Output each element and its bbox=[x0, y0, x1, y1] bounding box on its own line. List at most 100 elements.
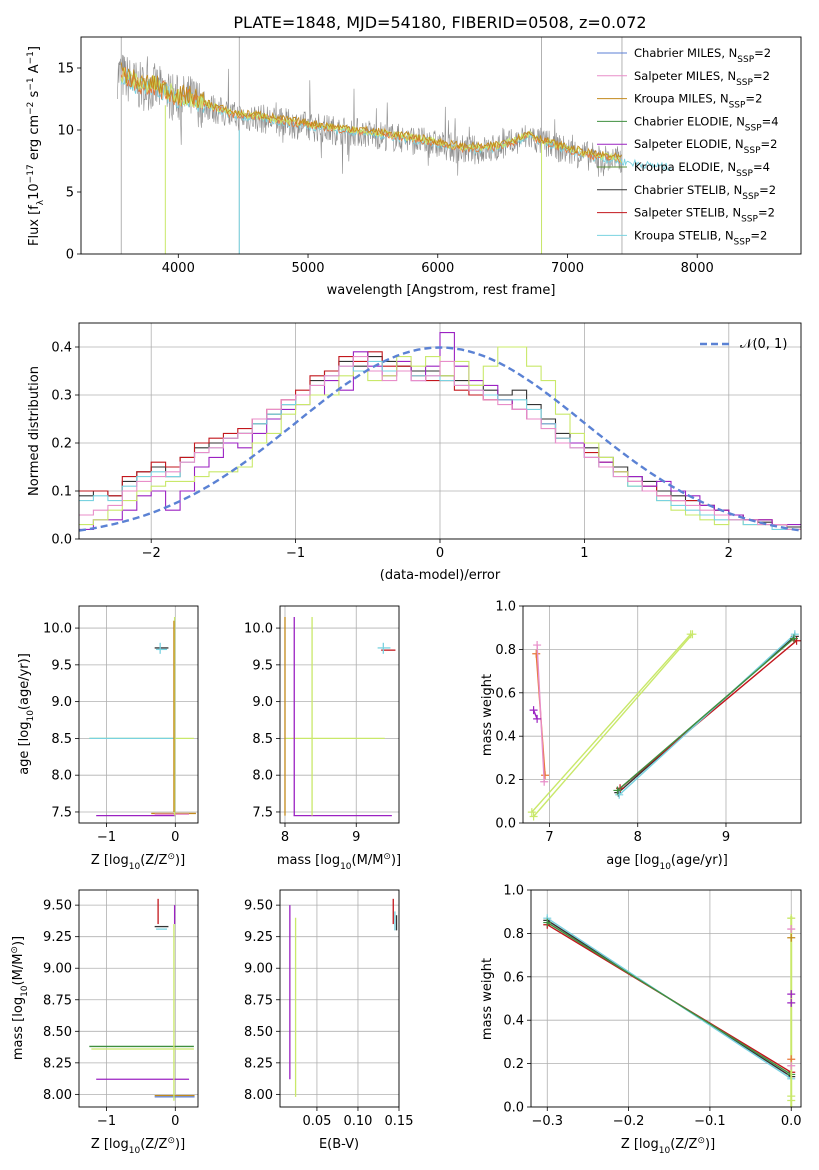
legend-label: Salpeter ELODIE, NSSP=2 bbox=[634, 137, 777, 156]
y-axis-label: mass weight bbox=[480, 958, 495, 1040]
spectrum-axes: 4000 5000 6000 7000 8000 0 5 10 15 bbox=[57, 36, 802, 276]
label-part: (Z/Z bbox=[140, 853, 167, 868]
data-point-marker bbox=[787, 914, 796, 923]
label-part: 10 bbox=[129, 862, 141, 872]
x-tick-label: 0 bbox=[171, 830, 179, 845]
y-tick-label: 9.00 bbox=[43, 962, 72, 977]
y-tick-label: 8.00 bbox=[43, 1088, 72, 1103]
x-axis-label: age [log10(age/yr)] bbox=[606, 853, 728, 872]
axes-frame bbox=[78, 605, 199, 824]
x-tick-label: 9 bbox=[352, 830, 360, 845]
label-part: (Z/Z bbox=[670, 1137, 697, 1152]
label-part: SSP bbox=[741, 215, 758, 225]
label-part: , bbox=[729, 114, 736, 128]
label-part: = bbox=[745, 92, 755, 106]
x-tick-label: 6000 bbox=[421, 261, 454, 276]
label-part: 10 bbox=[340, 862, 352, 872]
label-part: Salpeter STELIB bbox=[634, 206, 725, 220]
label-part: )] bbox=[175, 1137, 185, 1152]
label-part: −1 bbox=[26, 77, 36, 90]
label-part: A bbox=[27, 64, 42, 77]
label-part: −17 bbox=[26, 164, 36, 183]
x-axis-label: Z [log10(Z/Z⊙)] bbox=[621, 1136, 715, 1156]
x-tick-label: 5000 bbox=[291, 261, 324, 276]
x-axis-label: wavelength [Angstrom, rest frame] bbox=[327, 283, 556, 298]
label-part: )] bbox=[175, 853, 185, 868]
y-tick-label: 0.2 bbox=[503, 1057, 524, 1072]
y-tick-label: 0.6 bbox=[503, 970, 524, 985]
data-point-marker bbox=[789, 634, 798, 643]
x-tick-label: 7000 bbox=[551, 261, 584, 276]
x-tick-label: 8000 bbox=[681, 261, 714, 276]
label-part: mass [log bbox=[11, 997, 26, 1060]
data-point-marker bbox=[686, 630, 695, 639]
y-tick-label: 9.25 bbox=[43, 930, 72, 945]
y-tick-label: 7.5 bbox=[51, 805, 72, 820]
label-part: Kroupa ELODIE bbox=[634, 160, 720, 174]
y-tick-label: 9.00 bbox=[244, 962, 273, 977]
y-tick-label: 9.0 bbox=[51, 695, 72, 710]
data-point-marker bbox=[787, 998, 796, 1007]
label-part: mass [log bbox=[277, 853, 340, 868]
y-tick-label: 10.0 bbox=[43, 622, 72, 637]
y-tick-label: 8.25 bbox=[244, 1056, 273, 1071]
y-tick-label: 8.50 bbox=[244, 1025, 273, 1040]
label-part: (Z/Z bbox=[140, 1137, 167, 1152]
y-tick-label: 8.5 bbox=[252, 732, 273, 747]
data-point-marker bbox=[543, 918, 552, 927]
x-axis-label: E(B-V) bbox=[319, 1137, 359, 1152]
label-part: Z [log bbox=[91, 1137, 129, 1152]
label-part: age [log bbox=[606, 853, 659, 868]
label-part: = bbox=[753, 69, 763, 83]
label-part: Chabrier STELIB bbox=[634, 183, 726, 197]
x-tick-label: −0.2 bbox=[613, 1114, 645, 1129]
axes-frame bbox=[530, 889, 802, 1108]
label-part: , bbox=[720, 69, 727, 83]
label-part: N bbox=[729, 46, 738, 60]
x-tick-label: 7 bbox=[545, 830, 553, 845]
y-tick-label: 10 bbox=[57, 124, 74, 139]
axes-frame bbox=[279, 889, 400, 1108]
label-part: 10 bbox=[20, 985, 30, 997]
x-tick-label: 0.15 bbox=[385, 1114, 414, 1129]
label-part: Z [log bbox=[91, 853, 129, 868]
data-point-marker bbox=[787, 925, 796, 934]
data-point-marker bbox=[787, 990, 796, 999]
y-axis-label: mass weight bbox=[480, 674, 495, 756]
label-part: −1 bbox=[26, 51, 36, 64]
x-tick-label: −2 bbox=[142, 546, 161, 561]
label-part: = bbox=[759, 183, 769, 197]
histogram-axes: −2 −1 0 1 2 0.0 0.1 0.2 0.3 0.4 bbox=[51, 322, 802, 561]
label-part: , bbox=[713, 92, 720, 106]
label-part: Salpeter ELODIE bbox=[634, 137, 728, 151]
y-tick-label: 9.5 bbox=[51, 658, 72, 673]
y-tick-label: 1.0 bbox=[503, 884, 524, 899]
label-part: = bbox=[754, 46, 764, 60]
series-line bbox=[533, 633, 693, 817]
label-part: −2 bbox=[26, 102, 36, 115]
label-part: N bbox=[727, 69, 736, 83]
z-mass-axes: −1 0 8.00 8.25 8.50 8.75 9.00 9.25 9.50 bbox=[43, 889, 199, 1129]
label-part: 2 bbox=[760, 228, 767, 242]
axes-frame bbox=[78, 889, 199, 1108]
label-part: ⊙ bbox=[697, 1136, 705, 1146]
label-part: 2 bbox=[755, 92, 762, 106]
label-part: 4 bbox=[763, 160, 770, 174]
x-tick-label: −0.3 bbox=[531, 1114, 563, 1129]
label-part: 10 bbox=[27, 183, 42, 200]
y-axis-label: Flux [fλ10−17 erg cm−2 s−1 A−1] bbox=[26, 46, 46, 246]
y-tick-label: 8.00 bbox=[244, 1088, 273, 1103]
data-point-marker bbox=[541, 771, 550, 780]
label-part: SSP bbox=[729, 101, 746, 111]
label-part: )] bbox=[391, 853, 401, 868]
z-weight-axes: −0.3 −0.2 −0.1 0.0 0.0 0.2 0.4 0.6 0.8 1.0 bbox=[503, 884, 801, 1130]
legend-label: Kroupa ELODIE, NSSP=4 bbox=[634, 160, 770, 179]
y-tick-label: 9.50 bbox=[244, 899, 273, 914]
y-tick-label: 0.4 bbox=[503, 1014, 524, 1029]
label-part: N bbox=[727, 160, 736, 174]
y-tick-label: 0.1 bbox=[51, 485, 72, 500]
y-tick-label: 0.8 bbox=[495, 643, 516, 658]
label-part: = bbox=[750, 228, 760, 242]
y-tick-label: 0.0 bbox=[503, 1101, 524, 1116]
